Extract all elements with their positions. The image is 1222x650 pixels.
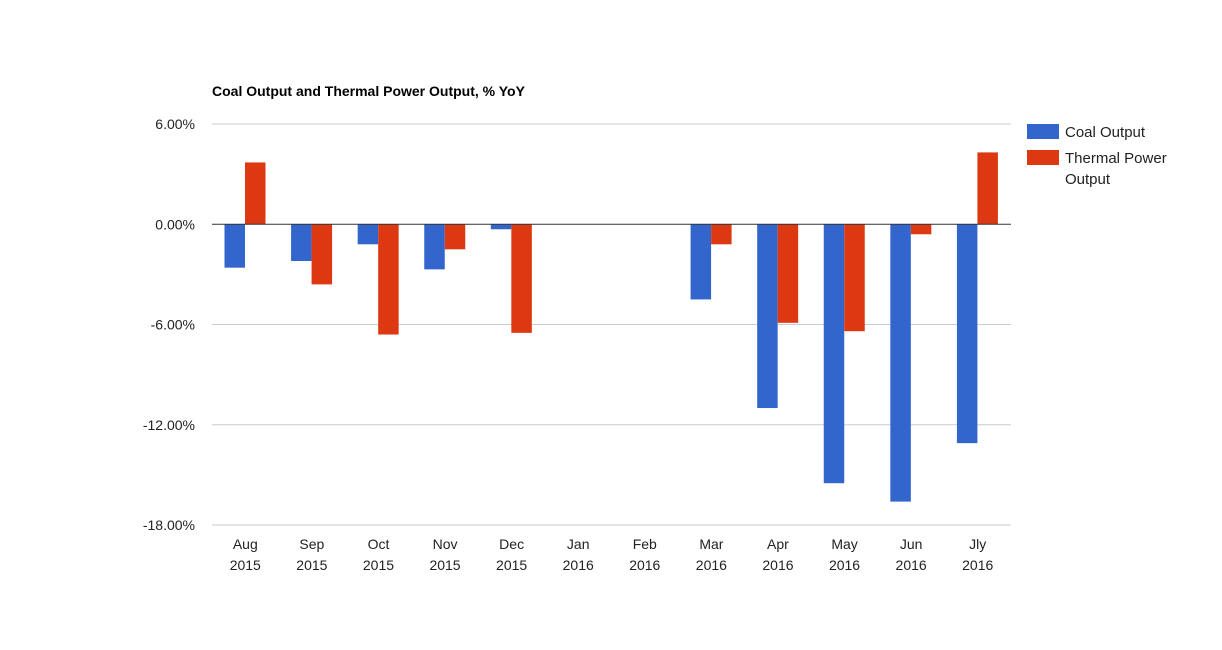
y-tick-label: -18.00% [143,517,195,533]
x-tick-label: 2015 [496,557,527,573]
bar-series-0-1 [291,224,312,262]
x-tick-label: 2016 [762,557,793,573]
x-axis-ticks: Aug 2015 Sep 2015 Oct 2015 Nov 2015 Dec 2015 Jan 20… [230,536,994,573]
bar-series-0-2 [357,224,379,245]
x-tick-label: Sep [299,536,324,552]
bar-series-0-8 [757,224,778,409]
bar-series-0-0 [224,224,245,268]
bar-series-1-3 [444,224,466,250]
bar-series-1-4 [511,224,532,333]
bar-series-1-10 [910,224,932,235]
bar-series-0-9 [823,224,845,484]
chart-title: Coal Output and Thermal Power Output, % … [212,83,526,99]
gridlines [212,123,1011,526]
x-tick-label: 2015 [296,557,327,573]
x-tick-label: Jly [969,536,986,552]
x-tick-label: Mar [699,536,723,552]
x-tick-label: 2016 [962,557,993,573]
x-tick-label: Jun [900,536,923,552]
bar-series-1-9 [844,224,865,332]
bar-series-1-11 [977,152,998,225]
bar-series-0-11 [956,224,978,444]
x-tick-label: Apr [767,536,789,552]
bar-series-0-7 [690,224,712,300]
y-tick-label: -6.00% [151,317,195,333]
x-tick-label: 2016 [696,557,727,573]
x-tick-label: 2015 [230,557,261,573]
bar-series-1-2 [378,224,399,335]
y-tick-label: 6.00% [155,116,195,132]
bar-series-1-8 [777,224,799,323]
bar-series-0-4 [490,224,512,230]
x-tick-label: Nov [433,536,458,552]
y-axis-ticks: 6.00% 0.00% -6.00% -12.00% -18.00% [143,116,195,533]
x-tick-label: Aug [233,536,258,552]
x-tick-label: May [831,536,857,552]
legend-swatch-0 [1027,124,1059,139]
x-tick-label: Dec [499,536,524,552]
bar-series-0-10 [890,224,911,502]
x-tick-label: 2016 [629,557,660,573]
y-tick-label: 0.00% [155,216,195,232]
y-tick-label: -12.00% [143,417,195,433]
x-tick-label: 2016 [896,557,927,573]
legend-label: Output [1065,171,1111,188]
bar-series-1-7 [711,224,732,245]
x-tick-label: Oct [368,536,390,552]
x-tick-label: 2015 [363,557,394,573]
legend-label: Thermal Power [1065,150,1167,167]
bar-series-1-0 [245,162,266,225]
x-tick-label: 2015 [429,557,460,573]
legend-swatch-1 [1027,150,1059,165]
legend: Coal Output Thermal Power Output [1027,124,1167,188]
x-tick-label: 2016 [829,557,860,573]
bar-series-1-1 [311,224,333,285]
legend-label: Coal Output [1065,124,1146,141]
x-tick-label: Feb [633,536,657,552]
x-tick-label: 2016 [563,557,594,573]
x-tick-label: Jan [567,536,590,552]
bar-series-0-3 [424,224,445,270]
bars [224,152,998,502]
